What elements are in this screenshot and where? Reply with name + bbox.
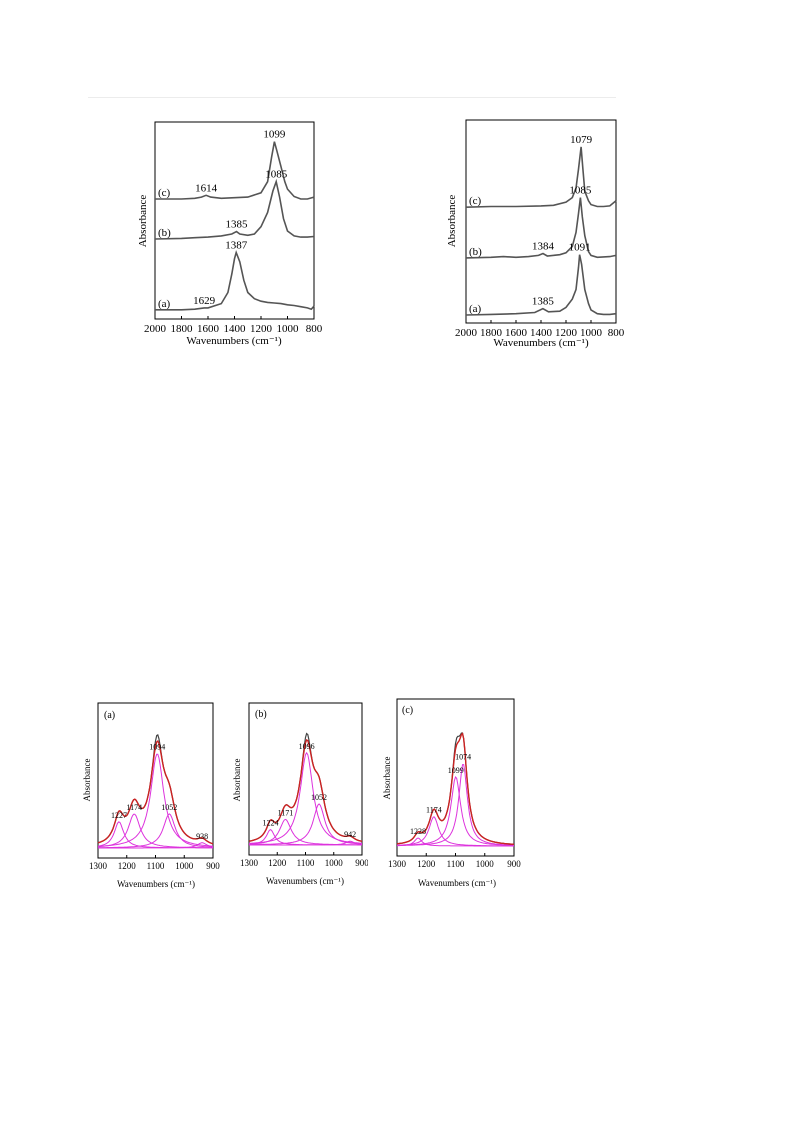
- series-label: (c): [158, 187, 171, 199]
- peak-label: 1099: [448, 766, 464, 775]
- y-axis-label: Absorbance: [446, 195, 458, 248]
- x-axis-label: Wavenumbers (cm⁻¹): [493, 337, 589, 349]
- panel-label: (a): [104, 710, 115, 721]
- peak-label: 1091: [569, 242, 591, 254]
- x-tick-label: 1300: [388, 859, 407, 869]
- peak-label: 938: [196, 832, 208, 841]
- x-tick-label: 1200: [555, 327, 578, 339]
- fitted-envelope: [97, 739, 214, 845]
- series-label: (a): [469, 303, 482, 315]
- x-axis-label: Wavenumbers (cm⁻¹): [186, 335, 282, 347]
- x-tick-label: 1000: [277, 323, 300, 335]
- plot-frame: [465, 119, 617, 324]
- panel-label: (b): [255, 709, 267, 720]
- peak-label: 1224: [262, 819, 278, 828]
- x-tick-label: 2000: [144, 323, 167, 335]
- x-tick-label: 1300: [240, 858, 259, 868]
- spectrum-line-b: [465, 197, 617, 259]
- peak-label: 1094: [149, 743, 165, 752]
- fit-component-1052: [249, 803, 362, 846]
- fit-component-1096: [248, 751, 363, 844]
- x-tick-label: 1400: [224, 323, 247, 335]
- x-tick-label: 1100: [447, 859, 465, 869]
- peak-label: 1384: [532, 240, 555, 252]
- fit-component-942: [249, 840, 363, 846]
- x-tick-label: 1800: [480, 327, 503, 339]
- x-tick-label: 1600: [197, 323, 220, 335]
- fitted-envelope: [396, 732, 515, 845]
- fit-component-1052: [97, 813, 213, 849]
- x-tick-label: 900: [355, 858, 368, 868]
- y-axis-label: Absorbance: [232, 759, 242, 802]
- x-tick-label: 1800: [171, 323, 194, 335]
- x-axis-label: Wavenumbers (cm⁻¹): [266, 876, 344, 886]
- x-tick-label: 1200: [118, 861, 137, 871]
- peak-label: 1387: [225, 240, 248, 252]
- x-tick-label: 1300: [89, 861, 108, 871]
- fit-component-1174: [396, 816, 514, 847]
- spectrum-line-c: [155, 141, 315, 200]
- x-tick-label: 1200: [417, 859, 436, 869]
- x-tick-label: 1000: [325, 858, 344, 868]
- page-divider: [88, 97, 616, 98]
- x-tick-label: 1100: [147, 861, 165, 871]
- spectrum-line-a: [155, 249, 315, 311]
- peak-label: 1096: [299, 742, 315, 751]
- y-axis-label: Absorbance: [382, 757, 392, 800]
- peak-label: 1079: [570, 134, 593, 146]
- series-label: (b): [158, 227, 171, 239]
- peak-label: 1074: [455, 753, 471, 762]
- deconvolution-chart-c: 1228 1174 1099 1074 1300 1200 1100 1000 900 (c)…: [382, 698, 521, 888]
- x-tick-label: 1000: [175, 861, 194, 871]
- peak-label: 1174: [426, 806, 442, 815]
- y-axis-label: Absorbance: [138, 195, 149, 248]
- peak-label: 1629: [193, 295, 216, 307]
- panel-label: (c): [402, 705, 413, 716]
- ftir-chart-top-right: (a) (b) (c) 1079 1085 1384 1091 1385 2000 1800 16…: [446, 119, 625, 349]
- x-tick-label: 900: [507, 859, 521, 869]
- peak-label: 1227: [111, 811, 127, 820]
- x-tick-label: 1200: [268, 858, 287, 868]
- peak-label: 1052: [311, 793, 327, 802]
- peak-label: 1385: [532, 296, 555, 308]
- x-axis-label: Wavenumbers (cm⁻¹): [418, 878, 496, 888]
- peak-label: 1614: [195, 182, 218, 194]
- x-tick-label: 800: [306, 323, 323, 335]
- x-axis-label: Wavenumbers (cm⁻¹): [117, 879, 195, 889]
- spectrum-line-b: [154, 178, 315, 240]
- x-tick-label: 1000: [580, 327, 603, 339]
- spectrum-line-a: [465, 254, 617, 316]
- peak-label: 1228: [410, 827, 426, 836]
- fit-component-1174: [97, 813, 213, 849]
- x-tick-label: 900: [206, 861, 220, 871]
- fit-component-1094: [98, 753, 213, 847]
- peak-label: 1099: [263, 129, 286, 141]
- fit-component-938: [98, 842, 214, 849]
- ftir-chart-top-left: (a) (b) (c) 1099 1614 1085 1385 1387 1629 2000 18…: [138, 121, 323, 347]
- peak-label: 942: [344, 830, 356, 839]
- fitted-envelope: [248, 739, 363, 842]
- peak-label: 1052: [161, 803, 177, 812]
- series-label: (a): [158, 298, 171, 310]
- peak-label: 1085: [265, 169, 288, 181]
- x-tick-label: 1200: [250, 323, 273, 335]
- peak-label: 1085: [569, 185, 592, 197]
- spectrum-line-c: [465, 146, 617, 208]
- peak-label: 1174: [126, 803, 142, 812]
- series-label: (c): [469, 195, 482, 207]
- fit-component-1074: [397, 764, 515, 846]
- series-label: (b): [469, 246, 482, 258]
- x-tick-label: 1100: [297, 858, 315, 868]
- x-tick-label: 1000: [476, 859, 495, 869]
- y-axis-label: Absorbance: [83, 759, 92, 802]
- peak-label: 1171: [278, 808, 294, 817]
- peak-label: 1385: [225, 219, 248, 231]
- x-tick-label: 2000: [455, 327, 478, 339]
- x-tick-label: 1600: [505, 327, 528, 339]
- x-tick-label: 800: [608, 327, 625, 339]
- x-tick-label: 1400: [530, 327, 553, 339]
